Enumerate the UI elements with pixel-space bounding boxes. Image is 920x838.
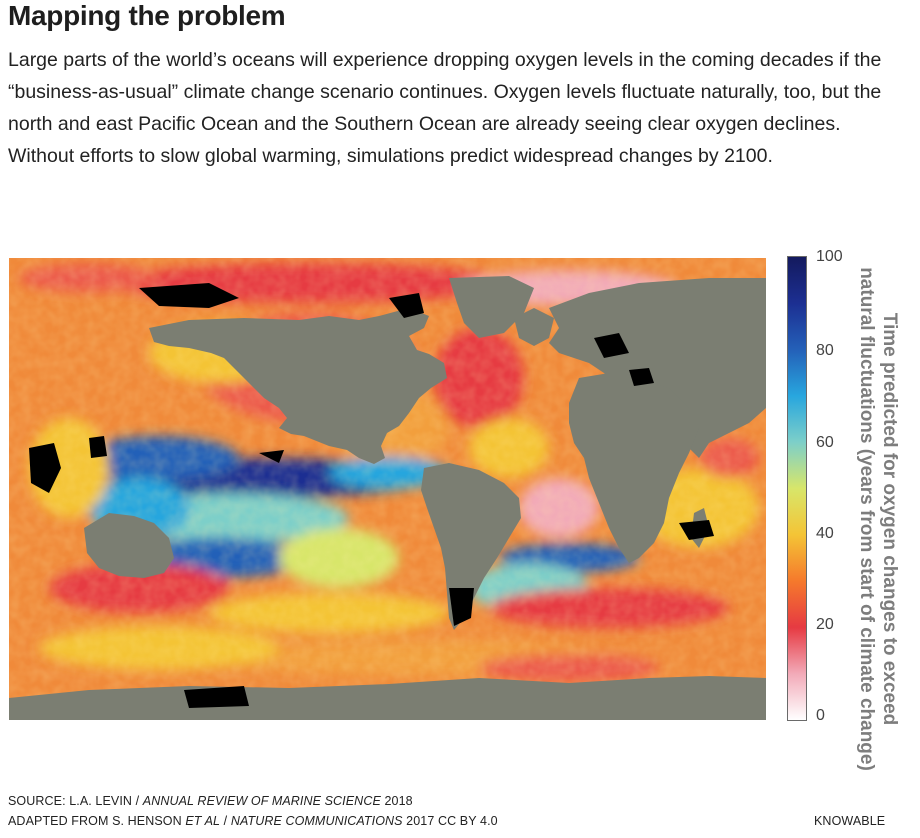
source-year: 2018 [380, 794, 413, 808]
legend-title: Time predicted for oxygen changes to exc… [848, 244, 908, 794]
adapted-sep: / [220, 814, 231, 828]
intro-paragraph: Large parts of the world’s oceans will e… [8, 49, 882, 167]
legend-tick: 100 [816, 248, 843, 265]
legend-colorbar [787, 256, 807, 721]
no-data-region [89, 436, 107, 458]
legend-tick: 40 [816, 525, 834, 542]
land-masses [9, 276, 766, 720]
no-data-region [629, 368, 654, 386]
land-australia [84, 513, 174, 578]
legend-tick: 60 [816, 434, 834, 451]
no-data-regions [29, 283, 714, 708]
land-eurasia [549, 278, 766, 458]
source-line: SOURCE: L.A. LEVIN / ANNUAL REVIEW OF MA… [8, 794, 413, 808]
adapted-journal: NATURE COMMUNICATIONS [230, 814, 403, 828]
publisher-credit: KNOWABLE [814, 814, 886, 828]
source-prefix: SOURCE: L.A. LEVIN / [8, 794, 143, 808]
adapted-suffix: 2017 CC BY 4.0 [402, 814, 498, 828]
no-data-region [139, 283, 239, 308]
legend-title-line1: Time predicted for oxygen changes to exc… [879, 312, 900, 726]
legend-tick: 0 [816, 707, 825, 724]
adapted-prefix: ADAPTED FROM S. HENSON [8, 814, 186, 828]
no-data-region [389, 293, 424, 318]
no-data-region [594, 333, 629, 358]
no-data-region [449, 588, 474, 626]
map-svg [9, 258, 766, 720]
no-data-region [259, 450, 284, 463]
no-data-region [29, 443, 61, 493]
land-scandinavia [514, 308, 554, 346]
adapted-line: ADAPTED FROM S. HENSON ET AL / NATURE CO… [8, 814, 498, 828]
land-antarctica [9, 676, 766, 720]
legend-tick: 20 [816, 616, 834, 633]
land-south-america [421, 463, 521, 630]
chart-title: Mapping the problem [8, 0, 286, 31]
legend-title-line2: natural fluctuations (years from start o… [856, 267, 877, 771]
land-north-america [149, 308, 447, 464]
no-data-region [184, 686, 249, 708]
no-data-region [679, 520, 714, 540]
land-greenland [449, 276, 534, 338]
ocean-oxygen-map [9, 258, 766, 720]
source-journal: ANNUAL REVIEW OF MARINE SCIENCE [142, 794, 381, 808]
adapted-etal: ET AL [185, 814, 221, 828]
land-africa [569, 373, 699, 563]
legend-tick: 80 [816, 342, 834, 359]
